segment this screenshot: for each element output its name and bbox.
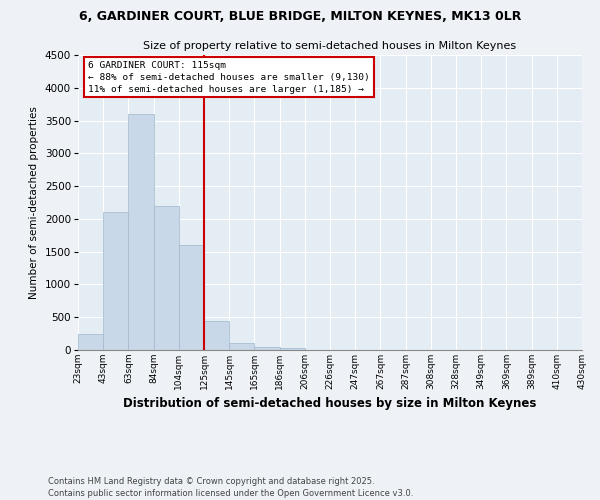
X-axis label: Distribution of semi-detached houses by size in Milton Keynes: Distribution of semi-detached houses by … xyxy=(124,398,536,410)
Bar xyxy=(103,212,128,350)
Text: 6 GARDINER COURT: 115sqm
← 88% of semi-detached houses are smaller (9,130)
11% o: 6 GARDINER COURT: 115sqm ← 88% of semi-d… xyxy=(88,61,370,94)
Bar xyxy=(78,334,103,350)
Bar xyxy=(179,245,204,350)
Bar xyxy=(254,346,280,350)
Y-axis label: Number of semi-detached properties: Number of semi-detached properties xyxy=(29,106,39,299)
Text: Contains HM Land Registry data © Crown copyright and database right 2025.
Contai: Contains HM Land Registry data © Crown c… xyxy=(48,476,413,498)
Title: Size of property relative to semi-detached houses in Milton Keynes: Size of property relative to semi-detach… xyxy=(143,42,517,51)
Text: 6, GARDINER COURT, BLUE BRIDGE, MILTON KEYNES, MK13 0LR: 6, GARDINER COURT, BLUE BRIDGE, MILTON K… xyxy=(79,10,521,23)
Bar xyxy=(128,114,154,350)
Bar xyxy=(280,348,305,350)
Bar xyxy=(154,206,179,350)
Bar xyxy=(229,343,254,350)
Bar xyxy=(204,320,229,350)
